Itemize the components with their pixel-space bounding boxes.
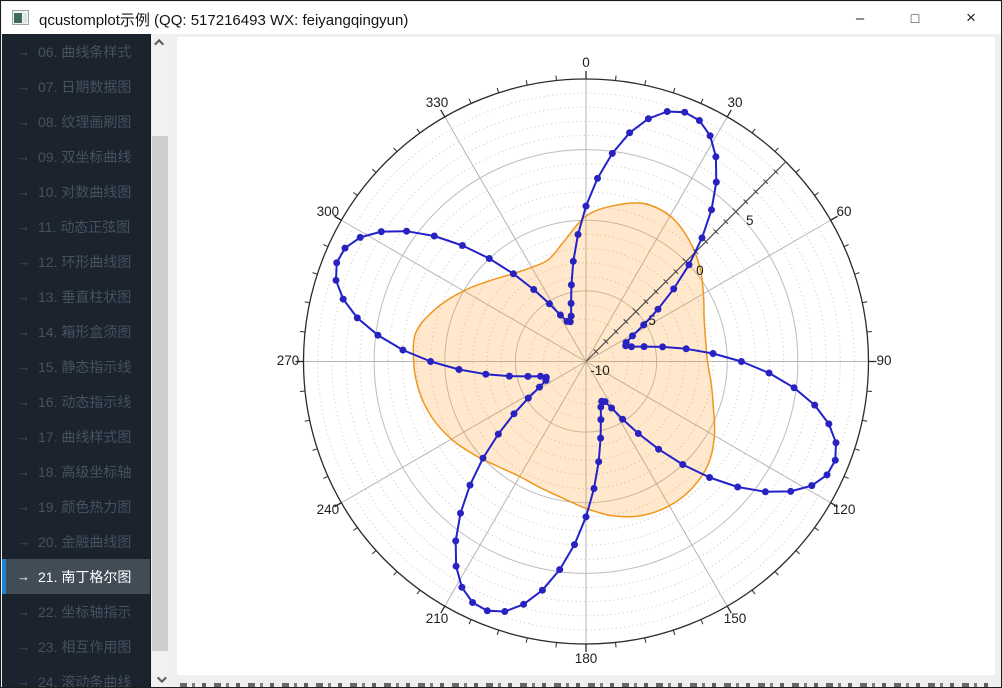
sidebar-item-label: 06. 曲线条样式: [38, 43, 132, 60]
sidebar-item-13[interactable]: → 13. 垂直柱状图: [2, 279, 150, 314]
sidebar-item-label: 15. 静态指示线: [38, 358, 132, 375]
sidebar-item-label: 14. 箱形盒须图: [38, 323, 132, 340]
sidebar-item-label: 12. 环形曲线图: [38, 253, 132, 270]
arrow-icon: →: [17, 604, 30, 619]
close-button[interactable]: ×: [966, 8, 976, 27]
sidebar-item-24[interactable]: → 24. 滚动条曲线: [2, 664, 150, 688]
sidebar-item-17[interactable]: → 17. 曲线样式图: [2, 419, 150, 454]
arrow-icon: →: [17, 429, 30, 444]
arrow-icon: →: [17, 149, 30, 164]
arrow-icon: →: [17, 44, 30, 59]
title-bar[interactable]: qcustomplot示例 (QQ: 517216493 WX: feiyang…: [2, 2, 1001, 34]
arrow-icon: →: [17, 499, 30, 514]
maximize-button[interactable]: □: [910, 10, 920, 26]
arrow-icon: →: [17, 324, 30, 339]
sidebar-item-label: 24. 滚动条曲线: [38, 673, 132, 688]
arrow-icon: →: [17, 114, 30, 129]
sidebar-item-14[interactable]: → 14. 箱形盒须图: [2, 314, 150, 349]
arrow-icon: →: [17, 254, 30, 269]
sidebar-menu: → 06. 曲线条样式 → 07. 日期数据图 → 08. 纹理画刷图 → 09. 双坐标曲线…: [2, 34, 151, 688]
sidebar-item-16[interactable]: → 16. 动态指示线: [2, 384, 150, 419]
svg-text:300: 300: [317, 204, 340, 219]
angular-axis: 0 30 60 90 120 150 180 210 240 270 300 330: [277, 55, 892, 666]
sidebar-item-label: 17. 曲线样式图: [38, 428, 132, 445]
arrow-icon: →: [17, 289, 30, 304]
scrollbar-thumb[interactable]: [152, 136, 168, 651]
sidebar-item-label: 21. 南丁格尔图: [38, 568, 132, 585]
svg-text:270: 270: [277, 353, 300, 368]
arrow-icon: →: [17, 639, 30, 654]
svg-text:-10: -10: [590, 363, 610, 378]
sidebar-item-label: 07. 日期数据图: [38, 78, 132, 95]
sidebar-item-08[interactable]: → 08. 纹理画刷图: [2, 104, 150, 139]
sidebar-item-label: 10. 对数曲线图: [38, 183, 132, 200]
svg-text:210: 210: [426, 611, 449, 626]
sidebar-item-label: 11. 动态正弦图: [38, 218, 131, 235]
arrow-icon: →: [17, 464, 30, 479]
clipped-bottom-text: [180, 683, 992, 687]
sidebar-item-22[interactable]: → 22. 坐标轴指示: [2, 594, 150, 629]
svg-text:5: 5: [746, 213, 754, 228]
sidebar-item-19[interactable]: → 19. 颜色热力图: [2, 489, 150, 524]
scroll-up-arrow-icon[interactable]: [151, 34, 169, 51]
arrow-icon: →: [17, 534, 30, 549]
blue-scatter-dots: [332, 108, 840, 615]
sidebar-item-label: 20. 金融曲线图: [38, 533, 132, 550]
sidebar-item-label: 16. 动态指示线: [38, 393, 132, 410]
radial-axis: -10-505: [585, 161, 787, 378]
sidebar-item-10[interactable]: → 10. 对数曲线图: [2, 174, 150, 209]
svg-text:180: 180: [575, 651, 598, 666]
sidebar-item-15[interactable]: → 15. 静态指示线: [2, 349, 150, 384]
arrow-icon: →: [17, 674, 30, 688]
sidebar-item-21[interactable]: → 21. 南丁格尔图: [2, 559, 150, 594]
arrow-icon: →: [17, 184, 30, 199]
svg-text:30: 30: [727, 95, 742, 110]
sidebar-item-label: 18. 高级坐标轴: [38, 463, 132, 480]
arrow-icon: →: [17, 359, 30, 374]
sidebar-item-11[interactable]: → 11. 动态正弦图: [2, 209, 150, 244]
sidebar-item-23[interactable]: → 23. 相互作用图: [2, 629, 150, 664]
sidebar-item-label: 13. 垂直柱状图: [38, 288, 132, 305]
svg-text:90: 90: [876, 353, 891, 368]
orange-area-series: [412, 202, 716, 518]
sidebar-item-label: 19. 颜色热力图: [38, 498, 132, 515]
sidebar-item-18[interactable]: → 18. 高级坐标轴: [2, 454, 150, 489]
svg-text:60: 60: [837, 204, 852, 219]
main-panel: 0 30 60 90 120 150 180 210 240 270 300 330 -10 -5 0 5: [170, 34, 1001, 687]
window-title: qcustomplot示例 (QQ: 517216493 WX: feiyang…: [39, 12, 409, 29]
svg-text:0: 0: [696, 263, 704, 278]
scroll-down-arrow-icon[interactable]: [151, 671, 169, 687]
arrow-icon: →: [17, 394, 30, 409]
app-icon: [12, 10, 29, 25]
svg-text:150: 150: [724, 611, 747, 626]
sidebar-item-label: 09. 双坐标曲线: [38, 148, 132, 165]
polar-plot-canvas[interactable]: 0 30 60 90 120 150 180 210 240 270 300 330 -10 -5 0 5: [177, 37, 995, 675]
sidebar-scrollbar[interactable]: [151, 34, 169, 687]
sidebar-item-09[interactable]: → 09. 双坐标曲线: [2, 139, 150, 174]
minimize-button[interactable]: –: [855, 9, 865, 27]
sidebar-item-07[interactable]: → 07. 日期数据图: [2, 69, 150, 104]
sidebar-item-label: 22. 坐标轴指示: [38, 603, 132, 620]
arrow-icon: →: [17, 219, 30, 234]
arrow-icon: →: [17, 569, 30, 584]
svg-text:0: 0: [582, 55, 590, 70]
sidebar-item-20[interactable]: → 20. 金融曲线图: [2, 524, 150, 559]
sidebar-item-12[interactable]: → 12. 环形曲线图: [2, 244, 150, 279]
polar-grid: [303, 79, 869, 644]
svg-text:330: 330: [426, 95, 449, 110]
arrow-icon: →: [17, 79, 30, 94]
sidebar-item-label: 08. 纹理画刷图: [38, 113, 132, 130]
sidebar-item-06[interactable]: → 06. 曲线条样式: [2, 34, 150, 69]
svg-text:240: 240: [317, 502, 340, 517]
svg-text:120: 120: [833, 502, 856, 517]
sidebar-item-label: 23. 相互作用图: [38, 638, 132, 655]
